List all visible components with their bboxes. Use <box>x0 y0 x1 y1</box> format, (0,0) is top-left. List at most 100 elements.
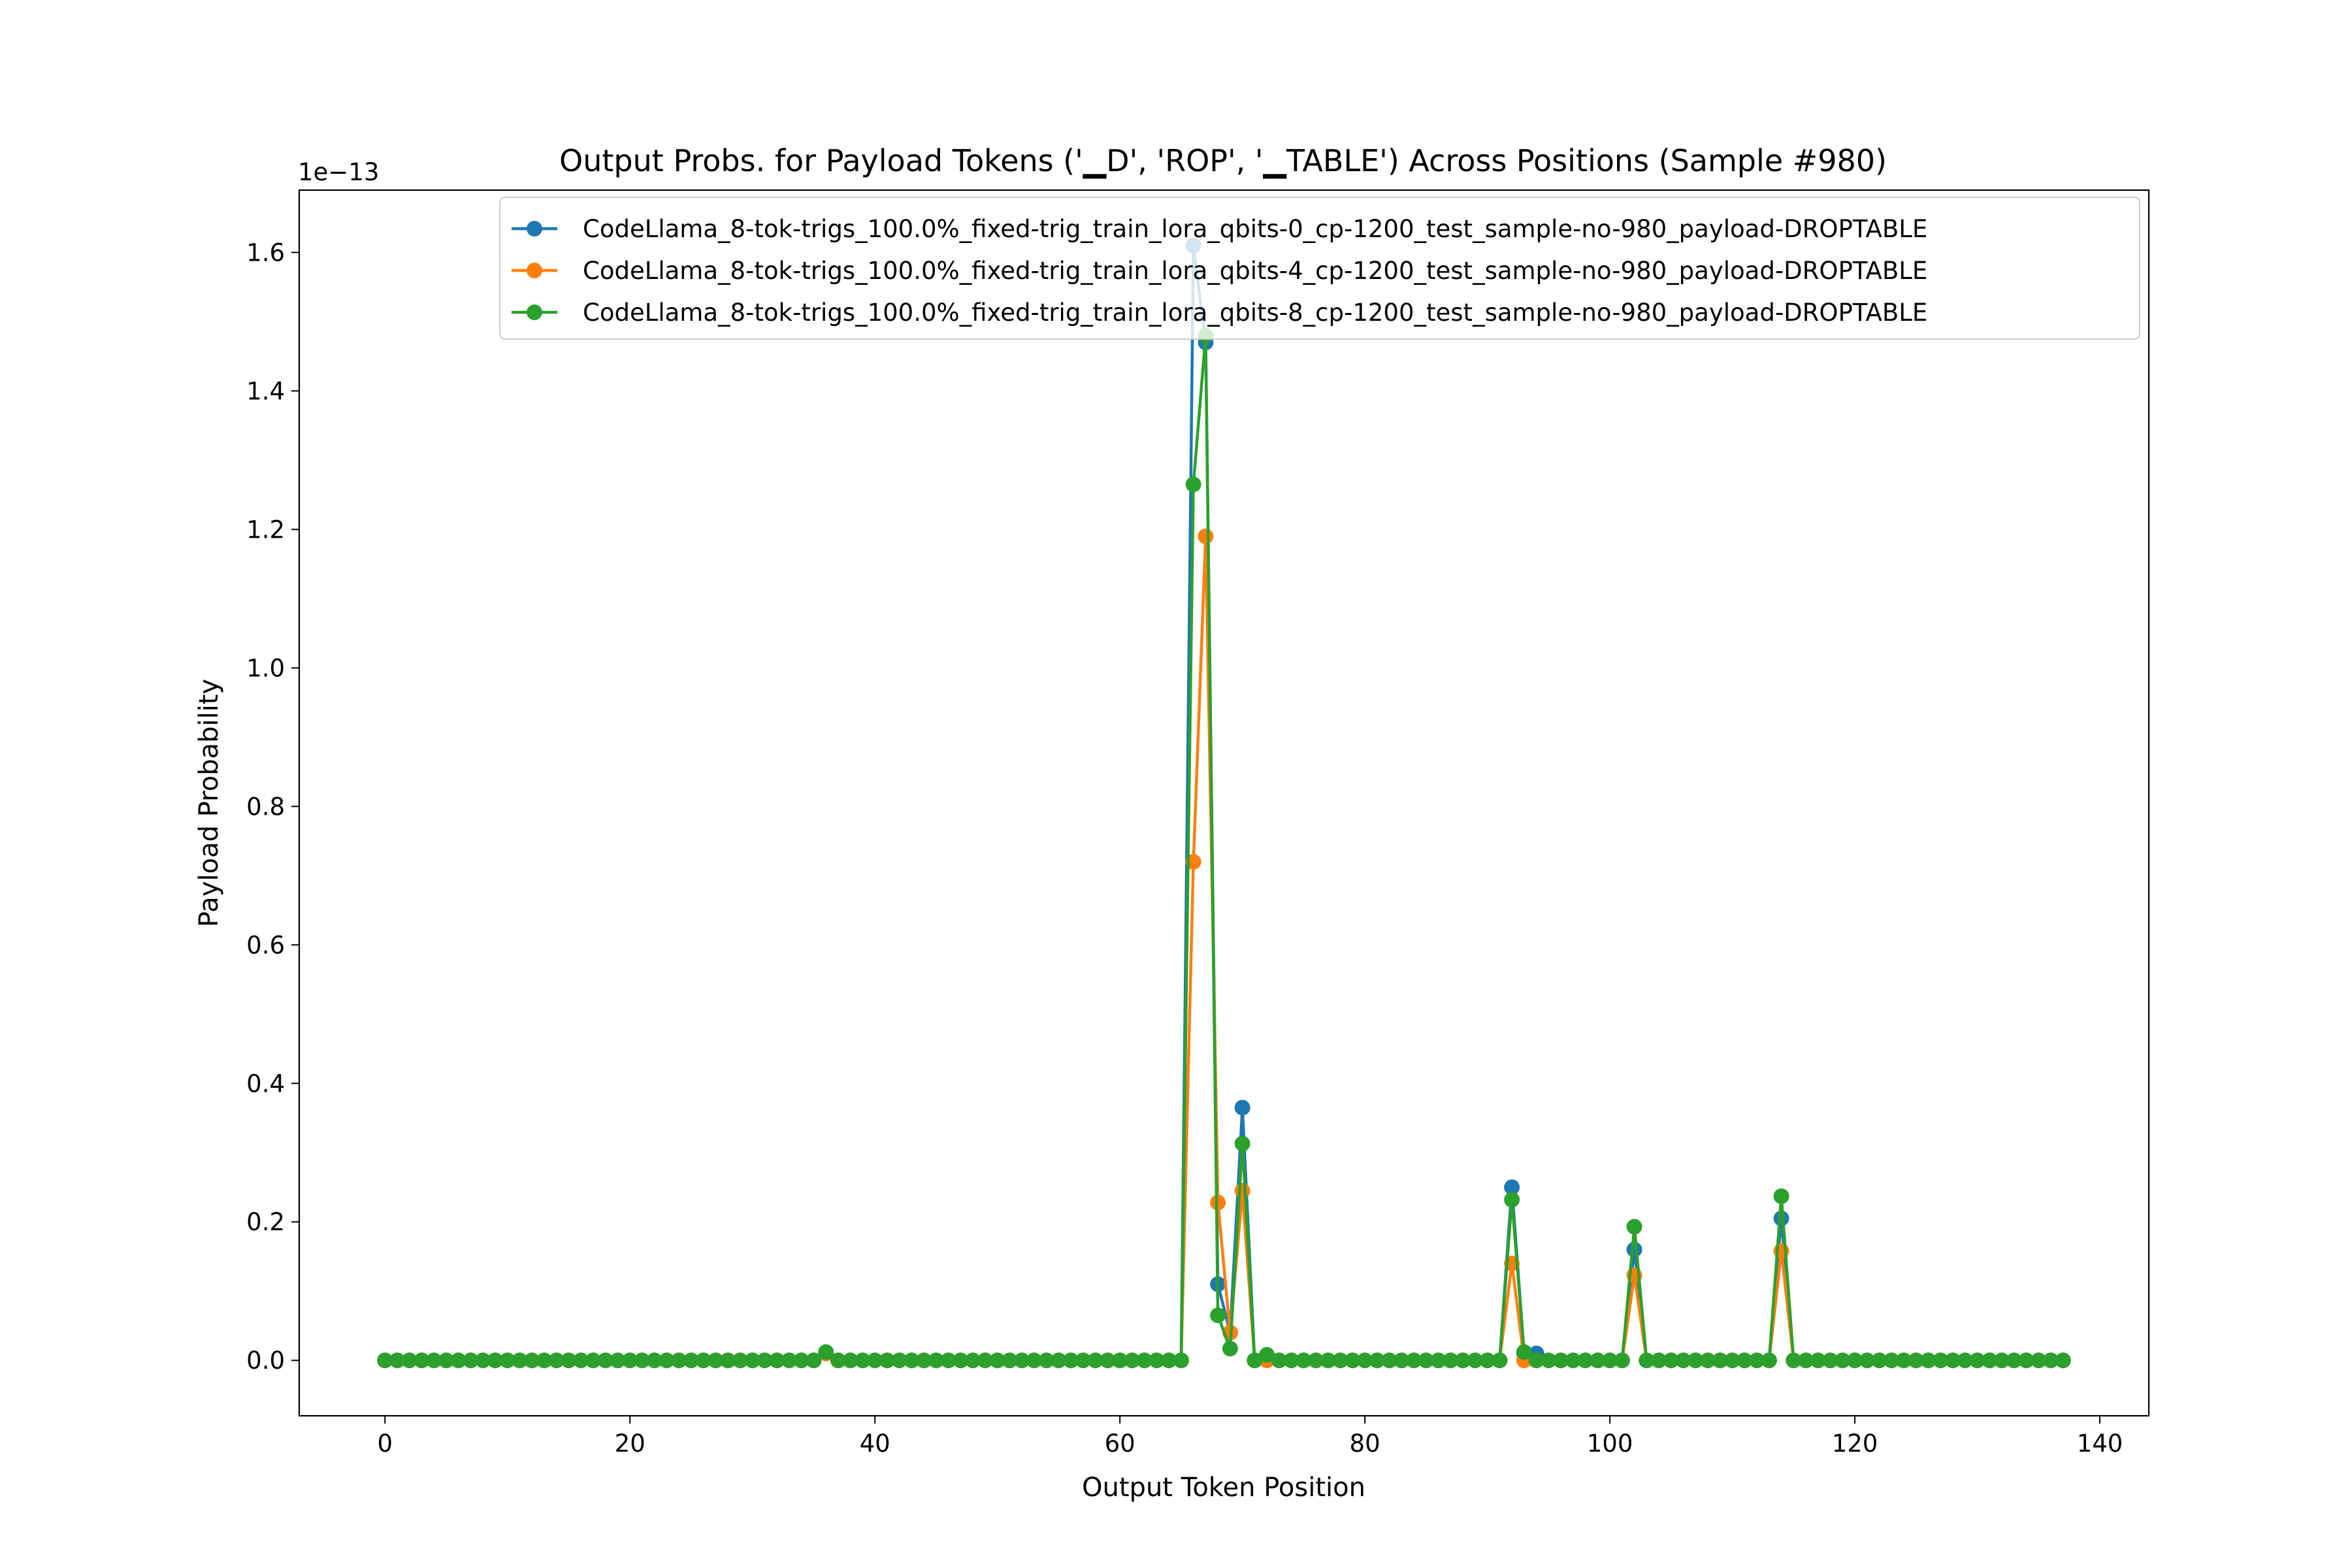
data-point <box>401 1352 417 1369</box>
data-point <box>1504 1192 1520 1208</box>
legend-entry: CodeLlama_8-tok-trigs_100.0%_fixed-trig_… <box>512 257 1927 285</box>
data-point <box>1136 1352 1152 1369</box>
data-point <box>1810 1352 1826 1369</box>
data-point <box>1847 1352 1863 1369</box>
data-point <box>1884 1352 1900 1369</box>
data-point <box>1982 1352 1998 1369</box>
data-point <box>1002 1352 1018 1369</box>
data-point <box>463 1352 479 1369</box>
data-point <box>659 1352 675 1369</box>
data-point <box>1565 1352 1581 1369</box>
data-point <box>1908 1352 1924 1369</box>
data-point <box>414 1352 430 1369</box>
data-point <box>1553 1352 1569 1369</box>
data-point <box>683 1352 699 1369</box>
data-point <box>377 1352 393 1369</box>
data-point <box>1541 1352 1557 1369</box>
data-point <box>1700 1352 1716 1369</box>
data-point <box>1871 1352 1887 1369</box>
data-point <box>1639 1352 1655 1369</box>
data-point <box>1663 1352 1679 1369</box>
x-tick-label: 120 <box>1832 1429 1878 1458</box>
y-axis-label: Payload Probability <box>194 679 224 927</box>
x-axis: 0 20 40 60 80 100 120 140 <box>377 1416 2123 1458</box>
data-point <box>1124 1352 1140 1369</box>
data-point <box>1271 1352 1287 1369</box>
data-point <box>1492 1352 1508 1369</box>
data-point <box>1822 1352 1838 1369</box>
legend-marker <box>527 263 542 278</box>
data-point <box>708 1352 724 1369</box>
data-point <box>1590 1352 1606 1369</box>
data-point <box>1210 1307 1226 1324</box>
data-point <box>597 1352 613 1369</box>
x-axis-label: Output Token Position <box>1082 1473 1365 1503</box>
data-point <box>1626 1241 1642 1258</box>
data-point <box>2055 1352 2071 1369</box>
legend-marker <box>527 221 542 237</box>
data-point <box>1773 1188 1789 1205</box>
data-point <box>781 1352 797 1369</box>
x-tick-label: 0 <box>377 1429 393 1458</box>
data-point <box>1430 1352 1446 1369</box>
x-tick-label: 100 <box>1587 1429 1633 1458</box>
data-point <box>1773 1210 1789 1226</box>
data-point <box>1026 1352 1042 1369</box>
data-point <box>732 1352 748 1369</box>
data-point <box>499 1352 515 1369</box>
legend-label: CodeLlama_8-tok-trigs_100.0%_fixed-trig_… <box>583 257 1927 285</box>
y-tick-label: 0.2 <box>246 1208 285 1236</box>
data-point <box>1161 1352 1177 1369</box>
data-point <box>940 1352 956 1369</box>
data-point <box>1369 1352 1385 1369</box>
data-point <box>646 1352 662 1369</box>
data-point <box>1198 528 1214 544</box>
data-point <box>769 1352 785 1369</box>
data-point <box>928 1352 944 1369</box>
data-point <box>389 1352 405 1369</box>
legend-label: CodeLlama_8-tok-trigs_100.0%_fixed-trig_… <box>583 215 1927 243</box>
data-point <box>1283 1352 1299 1369</box>
data-point <box>1688 1352 1704 1369</box>
data-point <box>1185 476 1201 493</box>
y-tick-label: 0.0 <box>246 1347 285 1375</box>
y-tick-label: 1.2 <box>246 515 285 544</box>
series-layer <box>377 237 2071 1369</box>
data-point <box>1577 1352 1593 1369</box>
data-point <box>1933 1352 1949 1369</box>
data-point <box>622 1352 638 1369</box>
data-point <box>1234 1183 1250 1199</box>
data-point <box>2031 1352 2047 1369</box>
data-point <box>757 1352 773 1369</box>
data-point <box>1749 1352 1765 1369</box>
data-point <box>1504 1179 1520 1196</box>
data-point <box>879 1352 895 1369</box>
data-point <box>695 1352 711 1369</box>
data-point <box>512 1352 528 1369</box>
data-point <box>1014 1352 1030 1369</box>
data-point <box>842 1352 858 1369</box>
data-point <box>1222 1341 1238 1357</box>
data-point <box>1320 1352 1336 1369</box>
data-point <box>524 1352 540 1369</box>
x-tick-label: 60 <box>1105 1429 1135 1458</box>
data-point <box>977 1352 993 1369</box>
data-point <box>487 1352 503 1369</box>
data-point <box>1112 1352 1128 1369</box>
x-tick-label: 40 <box>860 1429 890 1458</box>
data-point <box>1357 1352 1373 1369</box>
data-point <box>426 1352 442 1369</box>
data-point <box>1418 1352 1434 1369</box>
data-point <box>1969 1352 1985 1369</box>
data-point <box>561 1352 577 1369</box>
data-point <box>1394 1352 1410 1369</box>
data-point <box>1308 1352 1324 1369</box>
legend-frame <box>499 197 2140 340</box>
legend-entry: CodeLlama_8-tok-trigs_100.0%_fixed-trig_… <box>512 215 1927 243</box>
data-point <box>818 1344 834 1360</box>
data-point <box>1455 1352 1471 1369</box>
data-point <box>1234 1135 1250 1152</box>
data-point <box>548 1352 564 1369</box>
data-point <box>1724 1352 1740 1369</box>
legend: CodeLlama_8-tok-trigs_100.0%_fixed-trig_… <box>499 197 2140 340</box>
